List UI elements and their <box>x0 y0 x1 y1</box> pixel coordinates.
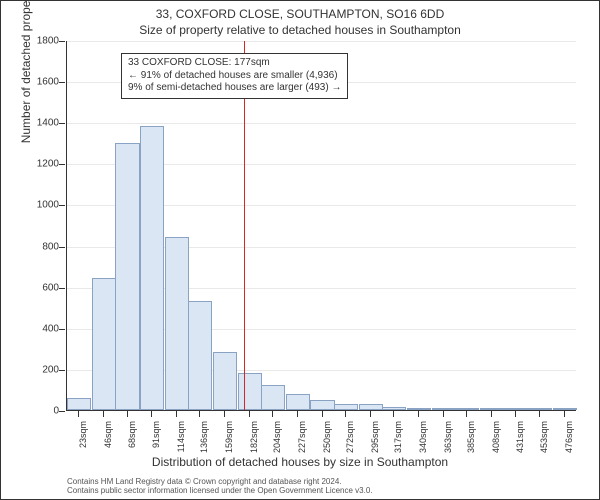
x-tick-label: 317sqm <box>393 421 403 461</box>
y-tick <box>59 247 65 248</box>
y-tick <box>59 41 65 42</box>
y-tick <box>59 123 65 124</box>
histogram-bar <box>261 385 285 410</box>
chart-container: 33, COXFORD CLOSE, SOUTHAMPTON, SO16 6DD… <box>0 0 600 500</box>
y-tick <box>59 411 65 412</box>
histogram-bar <box>188 301 212 410</box>
annotation-line-3: 9% of semi-detached houses are larger (4… <box>128 82 341 95</box>
x-tick <box>249 411 250 417</box>
x-tick <box>418 411 419 417</box>
histogram-bar <box>286 394 310 410</box>
x-tick <box>199 411 200 417</box>
x-tick-label: 250sqm <box>322 421 332 461</box>
histogram-bar <box>504 408 528 410</box>
histogram-bar <box>528 408 552 410</box>
histogram-bar <box>67 398 91 410</box>
y-tick-label: 200 <box>42 364 59 375</box>
y-tick <box>59 205 65 206</box>
y-tick <box>59 370 65 371</box>
x-tick <box>127 411 128 417</box>
x-tick <box>539 411 540 417</box>
x-tick-label: 114sqm <box>176 421 186 461</box>
annotation-line-1: 33 COXFORD CLOSE: 177sqm <box>128 57 341 70</box>
gridline <box>67 41 576 42</box>
x-tick <box>564 411 565 417</box>
histogram-bar <box>213 352 237 410</box>
x-tick <box>322 411 323 417</box>
x-tick-label: 340sqm <box>418 421 428 461</box>
y-tick <box>59 329 65 330</box>
histogram-bar <box>432 408 456 410</box>
y-tick <box>59 288 65 289</box>
x-tick <box>224 411 225 417</box>
x-tick-label: 363sqm <box>443 421 453 461</box>
annotation-box: 33 COXFORD CLOSE: 177sqm ← 91% of detach… <box>121 53 348 99</box>
x-tick-label: 23sqm <box>78 421 88 461</box>
gridline <box>67 123 576 124</box>
histogram-bar <box>115 143 139 410</box>
x-tick-label: 408sqm <box>491 421 501 461</box>
annotation-line-2: ← 91% of detached houses are smaller (4,… <box>128 70 341 83</box>
y-tick-label: 1200 <box>37 159 59 170</box>
histogram-bar <box>359 404 383 410</box>
y-tick-label: 400 <box>42 323 59 334</box>
histogram-bar <box>455 408 479 410</box>
histogram-bar <box>92 278 116 410</box>
y-tick <box>59 82 65 83</box>
chart-title-line1: 33, COXFORD CLOSE, SOUTHAMPTON, SO16 6DD <box>1 7 599 21</box>
y-tick-label: 1800 <box>37 36 59 47</box>
x-tick <box>491 411 492 417</box>
x-tick <box>515 411 516 417</box>
y-tick-label: 0 <box>53 406 59 417</box>
histogram-bar <box>382 407 406 410</box>
y-tick-label: 1000 <box>37 200 59 211</box>
x-tick <box>103 411 104 417</box>
x-tick <box>78 411 79 417</box>
x-tick <box>345 411 346 417</box>
y-tick-label: 600 <box>42 282 59 293</box>
footer-line-1: Contains HM Land Registry data © Crown c… <box>67 477 373 487</box>
x-tick-label: 385sqm <box>466 421 476 461</box>
x-tick <box>443 411 444 417</box>
x-tick <box>272 411 273 417</box>
histogram-bar <box>310 400 334 410</box>
x-tick-label: 68sqm <box>127 421 137 461</box>
histogram-bar <box>407 408 431 410</box>
x-tick-label: 91sqm <box>151 421 161 461</box>
y-tick-label: 1400 <box>37 118 59 129</box>
x-tick-label: 46sqm <box>103 421 113 461</box>
x-tick-label: 227sqm <box>297 421 307 461</box>
x-tick <box>370 411 371 417</box>
x-tick-label: 272sqm <box>345 421 355 461</box>
x-tick-label: 453sqm <box>539 421 549 461</box>
x-tick <box>176 411 177 417</box>
histogram-bar <box>165 237 189 410</box>
histogram-bar <box>553 408 577 410</box>
x-tick <box>393 411 394 417</box>
x-tick-label: 476sqm <box>564 421 574 461</box>
x-tick <box>466 411 467 417</box>
y-axis-label: Number of detached properties <box>19 0 33 143</box>
x-tick-label: 295sqm <box>370 421 380 461</box>
y-tick-label: 800 <box>42 241 59 252</box>
footer-attribution: Contains HM Land Registry data © Crown c… <box>67 477 373 496</box>
x-tick-label: 182sqm <box>249 421 259 461</box>
x-tick-label: 159sqm <box>224 421 234 461</box>
y-tick <box>59 164 65 165</box>
x-tick-label: 136sqm <box>199 421 209 461</box>
histogram-bar <box>140 126 164 410</box>
histogram-bar <box>238 373 262 410</box>
y-tick-label: 1600 <box>37 77 59 88</box>
x-tick-label: 431sqm <box>515 421 525 461</box>
x-tick <box>297 411 298 417</box>
footer-line-2: Contains public sector information licen… <box>67 486 373 496</box>
x-tick-label: 204sqm <box>272 421 282 461</box>
histogram-bar <box>334 404 358 410</box>
histogram-bar <box>480 408 504 410</box>
x-tick <box>151 411 152 417</box>
chart-title-line2: Size of property relative to detached ho… <box>1 23 599 37</box>
